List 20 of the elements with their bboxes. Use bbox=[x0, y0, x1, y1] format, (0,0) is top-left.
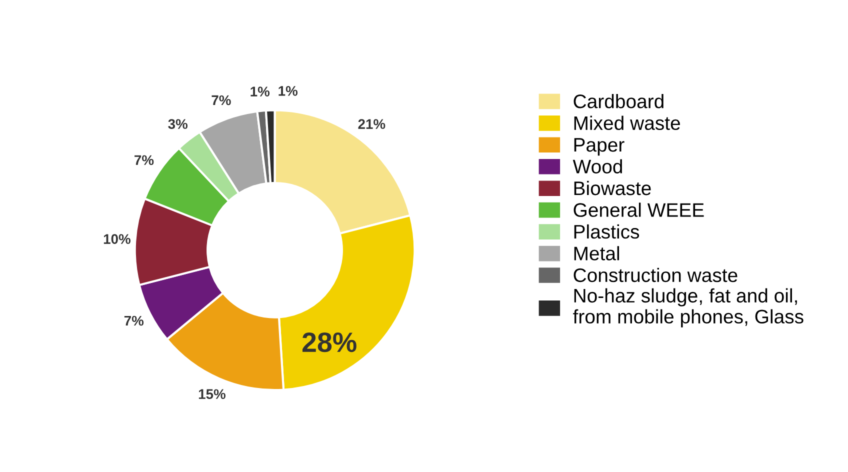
data-label: 21% bbox=[358, 119, 386, 129]
legend-label: Metal bbox=[574, 246, 620, 260]
legend-label: Biowaste bbox=[574, 180, 651, 196]
legend-label: Paper bbox=[574, 138, 624, 156]
data-label: 15% bbox=[198, 389, 226, 399]
data-label: 7% bbox=[212, 95, 231, 106]
data-label: 7% bbox=[124, 316, 144, 326]
data-label: 1% bbox=[250, 86, 270, 96]
legend-label: Construction waste bbox=[574, 268, 738, 282]
legend-label: Plastics bbox=[574, 224, 640, 239]
data-label: 10% bbox=[104, 234, 130, 244]
data-label: 28% bbox=[302, 332, 356, 352]
data-label: 1% bbox=[278, 86, 298, 96]
data-label: 3% bbox=[168, 119, 188, 129]
legend-label: Wood bbox=[572, 159, 622, 174]
legend-label: Cardboard bbox=[574, 94, 664, 108]
data-label: 7% bbox=[134, 155, 154, 165]
legend-label: Mixed waste bbox=[574, 116, 680, 130]
legend-label: General WEEE bbox=[574, 202, 704, 217]
legend-label: No-haz sludge, fat and oil, from mobile phones, Glass bbox=[573, 288, 804, 328]
